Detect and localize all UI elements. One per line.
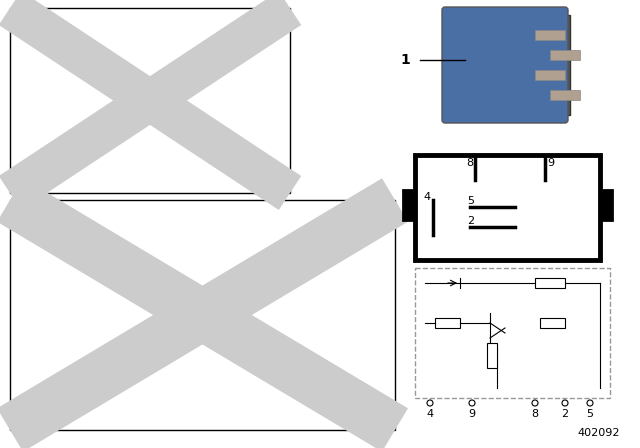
Text: 4: 4 <box>426 409 433 419</box>
Bar <box>10 8 290 193</box>
FancyBboxPatch shape <box>442 7 568 123</box>
Polygon shape <box>0 178 408 448</box>
Bar <box>535 278 565 288</box>
Text: 8: 8 <box>531 409 539 419</box>
Text: 9: 9 <box>468 409 476 419</box>
Bar <box>600 190 612 220</box>
Text: 2: 2 <box>561 409 568 419</box>
Bar <box>415 155 600 260</box>
Text: 402092: 402092 <box>577 428 620 438</box>
Text: 9: 9 <box>547 158 554 168</box>
Text: 8: 8 <box>466 158 473 168</box>
Text: 5: 5 <box>586 409 593 419</box>
Bar <box>525 15 570 115</box>
Bar <box>550 50 580 60</box>
Bar <box>10 200 395 430</box>
Bar <box>435 318 460 328</box>
Bar <box>535 30 565 40</box>
Bar <box>487 343 497 368</box>
Polygon shape <box>0 0 301 210</box>
Polygon shape <box>0 0 301 210</box>
Text: 5: 5 <box>467 196 474 206</box>
Text: 4: 4 <box>424 192 431 202</box>
Bar <box>403 190 415 220</box>
Bar <box>535 70 565 80</box>
Bar <box>415 268 610 398</box>
Bar <box>540 318 565 328</box>
Bar <box>550 90 580 100</box>
Text: 2: 2 <box>467 216 474 226</box>
Polygon shape <box>0 178 408 448</box>
Text: 1: 1 <box>400 53 410 67</box>
